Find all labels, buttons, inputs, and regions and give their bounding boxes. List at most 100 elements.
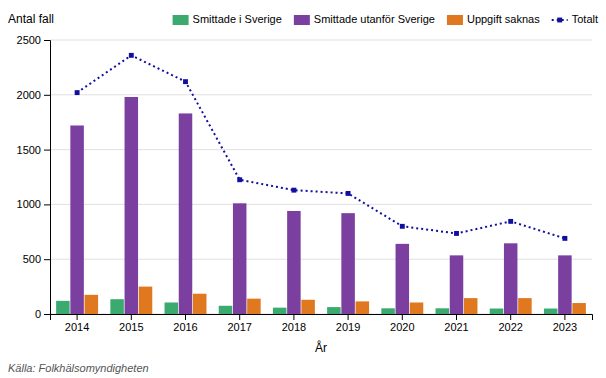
legend-swatch [294, 15, 310, 25]
bar [247, 299, 261, 314]
y-tick-label: 1500 [17, 144, 41, 156]
grid-line [50, 94, 592, 95]
bar [356, 301, 370, 314]
y-axis-line [44, 41, 51, 315]
legend-item: Smittade utanför Sverige [294, 13, 435, 25]
x-tick: 2019 [336, 314, 360, 333]
x-tick-label: 2019 [336, 321, 360, 333]
bar [341, 213, 355, 314]
x-tick: 2023 [553, 314, 577, 333]
legend-item: Uppgift saknas [447, 13, 540, 25]
x-tick-label: 2018 [282, 321, 306, 333]
bar [125, 97, 139, 314]
y-tick: 2000 [17, 89, 50, 101]
x-tick-mark [348, 314, 349, 320]
bar [450, 255, 464, 314]
marks [56, 53, 586, 314]
bar [273, 308, 287, 314]
x-tick-label: 2021 [444, 321, 468, 333]
bar-series [70, 97, 571, 314]
x-tick-mark [456, 314, 457, 320]
x-tick-mark [131, 314, 132, 320]
x-tick: 2015 [119, 314, 143, 333]
y-tick-mark [44, 40, 50, 41]
marker [237, 177, 242, 182]
y-tick-label: 0 [35, 308, 41, 320]
x-tick-label: 2015 [119, 321, 143, 333]
x-axis: 2014201520162017201820192020202120222023 [51, 314, 593, 333]
x-tick-label: 2023 [553, 321, 577, 333]
legend-item: Totalt [552, 13, 598, 25]
y-tick-mark [44, 259, 50, 260]
y-tick-label: 500 [23, 253, 41, 265]
bar [233, 203, 247, 314]
marker [183, 79, 188, 84]
y-tick: 2500 [17, 34, 50, 46]
y-tick: 1500 [17, 144, 50, 156]
marker [400, 224, 405, 229]
bar [287, 211, 301, 314]
x-tick-mark [185, 314, 186, 320]
x-tick-mark [510, 314, 511, 320]
bar [219, 306, 233, 314]
y-tick: 0 [35, 308, 50, 320]
marker [346, 191, 351, 196]
marker [129, 53, 134, 58]
grid [50, 40, 592, 314]
y-axis-title: Antal fall [8, 12, 54, 26]
y-tick-mark [44, 204, 50, 205]
bar [396, 244, 410, 314]
y-tick-mark [44, 95, 50, 96]
legend-label: Totalt [572, 13, 598, 25]
legend-label: Smittade i Sverige [193, 13, 282, 25]
legend-label: Uppgift saknas [467, 13, 540, 25]
y-tick-label: 1000 [17, 198, 41, 210]
marker [75, 90, 80, 95]
y-tick: 1000 [17, 198, 50, 210]
x-tick: 2021 [444, 314, 468, 333]
bar [558, 255, 572, 314]
marker [562, 236, 567, 241]
bar [110, 299, 124, 314]
bar [193, 294, 207, 314]
legend-swatch [173, 15, 189, 25]
bar [490, 309, 504, 314]
y-tick-label: 2500 [17, 34, 41, 46]
legend: Smittade i Sverige Smittade utanför Sveri… [173, 13, 598, 25]
x-tick: 2016 [173, 314, 197, 333]
bar [85, 295, 99, 314]
x-tick-mark [293, 314, 294, 320]
marker [508, 219, 513, 224]
bar [504, 243, 518, 314]
y-axis: 0 500 1000 1500 2000 2500 [17, 34, 51, 320]
y-tick-label: 2000 [17, 89, 41, 101]
x-tick: 2014 [65, 314, 89, 333]
x-tick: 2018 [282, 314, 306, 333]
chart: 2014201520162017201820192020202120222023… [0, 0, 606, 378]
bar [165, 302, 179, 314]
x-tick-label: 2017 [227, 321, 251, 333]
bar [179, 113, 193, 314]
bar [436, 308, 450, 314]
x-tick: 2020 [390, 314, 414, 333]
plot-area: 2014201520162017201820192020202120222023… [17, 34, 593, 333]
grid-line [50, 40, 592, 41]
x-tick-label: 2014 [65, 321, 89, 333]
line [77, 55, 565, 238]
bar [572, 303, 586, 314]
x-tick-mark [239, 314, 240, 320]
bar [381, 308, 395, 314]
bar-series [85, 287, 586, 314]
x-tick-mark [402, 314, 403, 320]
x-axis-title: År [315, 340, 327, 355]
bar [544, 309, 558, 314]
bar [464, 298, 478, 314]
x-tick: 2017 [227, 314, 251, 333]
y-tick: 500 [23, 253, 50, 265]
markers [75, 53, 568, 241]
marker [454, 231, 459, 236]
x-tick-mark [564, 314, 565, 320]
bar [327, 307, 341, 314]
x-tick-label: 2016 [173, 321, 197, 333]
bar [301, 300, 315, 314]
